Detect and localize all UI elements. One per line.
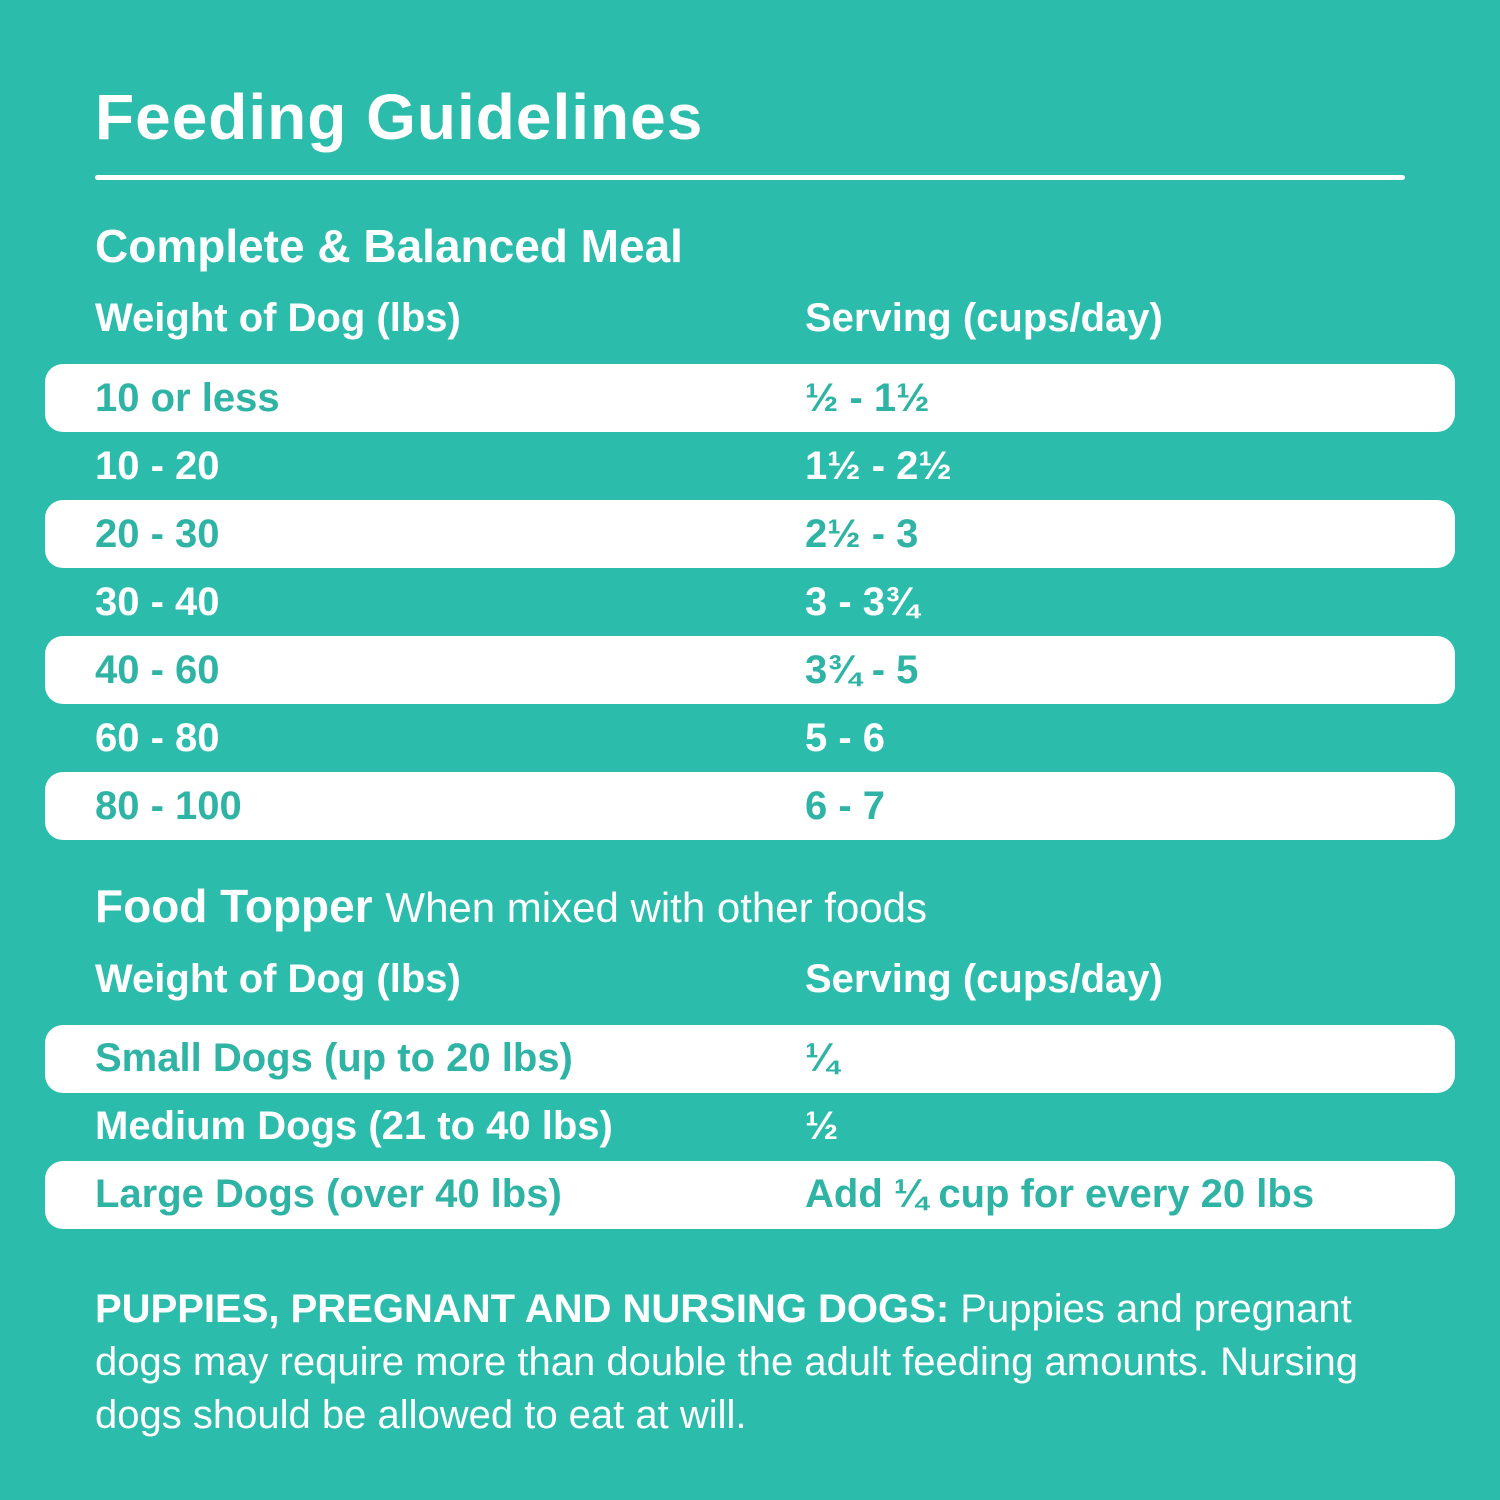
serving-cell: ¼: [805, 1036, 839, 1081]
meal-table: 10 or less ½ - 1½ 10 - 20 1½ - 2½ 20 - 3…: [45, 364, 1455, 841]
serving-cell: ½: [805, 1104, 839, 1149]
weight-cell: Medium Dogs (21 to 40 lbs): [95, 1104, 613, 1149]
serving-cell: 1½ - 2½: [805, 443, 952, 488]
serving-column-header: Serving (cups/day): [805, 956, 1163, 1001]
footer-note-text: Puppies and pregnant dogs may require mo…: [95, 1286, 1358, 1437]
topper-section-heading: Food Topper When mixed with other foods: [95, 882, 1405, 930]
topper-heading-main: Food Topper: [95, 880, 373, 933]
serving-cell: ½ - 1½: [805, 375, 930, 420]
serving-cell: 3 - 3¾: [805, 579, 919, 624]
weight-cell: 10 - 20: [95, 443, 220, 488]
weight-cell: Large Dogs (over 40 lbs): [95, 1172, 562, 1217]
table-row: 60 - 80 5 - 6: [45, 704, 1455, 772]
table-row: Small Dogs (up to 20 lbs) ¼: [45, 1024, 1455, 1093]
table-row: 30 - 40 3 - 3¾: [45, 568, 1455, 636]
topper-column-headers: Weight of Dog (lbs) Serving (cups/day): [45, 959, 1455, 999]
weight-cell: 20 - 30: [95, 511, 220, 556]
weight-cell: 60 - 80: [95, 715, 220, 760]
weight-cell: 40 - 60: [95, 647, 220, 692]
meal-section-heading: Complete & Balanced Meal: [95, 220, 683, 272]
weight-cell: Small Dogs (up to 20 lbs): [95, 1036, 573, 1081]
topper-section: Food Topper When mixed with other foods …: [45, 882, 1455, 1229]
table-row: 10 - 20 1½ - 2½: [45, 432, 1455, 500]
serving-cell: 3¾ - 5: [805, 647, 919, 692]
table-row: 20 - 30 2½ - 3: [45, 500, 1455, 569]
serving-cell: Add ¼ cup for every 20 lbs: [805, 1172, 1315, 1217]
weight-column-header: Weight of Dog (lbs): [95, 296, 461, 341]
meal-column-headers: Weight of Dog (lbs) Serving (cups/day): [45, 298, 1455, 338]
serving-cell: 2½ - 3: [805, 511, 919, 556]
topper-table: Small Dogs (up to 20 lbs) ¼ Medium Dogs …: [45, 1024, 1455, 1229]
weight-column-header: Weight of Dog (lbs): [95, 956, 461, 1001]
page-title: Feeding Guidelines: [95, 81, 704, 153]
meal-section: Complete & Balanced Meal Weight of Dog (…: [45, 220, 1455, 841]
table-row: Large Dogs (over 40 lbs) Add ¼ cup for e…: [45, 1160, 1455, 1229]
footer-note: PUPPIES, PREGNANT AND NURSING DOGS: Pupp…: [95, 1283, 1405, 1443]
table-row: Medium Dogs (21 to 40 lbs) ½: [45, 1093, 1455, 1161]
title-divider: [95, 175, 1405, 180]
weight-cell: 10 or less: [95, 375, 280, 420]
footer-note-lead: PUPPIES, PREGNANT AND NURSING DOGS:: [95, 1286, 950, 1331]
table-row: 80 - 100 6 - 7: [45, 772, 1455, 841]
serving-cell: 5 - 6: [805, 715, 886, 760]
table-row: 10 or less ½ - 1½: [45, 364, 1455, 433]
serving-cell: 6 - 7: [805, 783, 886, 828]
serving-column-header: Serving (cups/day): [805, 296, 1163, 341]
topper-heading-sub: When mixed with other foods: [385, 884, 928, 932]
table-row: 40 - 60 3¾ - 5: [45, 636, 1455, 705]
weight-cell: 30 - 40: [95, 579, 220, 624]
weight-cell: 80 - 100: [95, 783, 242, 828]
